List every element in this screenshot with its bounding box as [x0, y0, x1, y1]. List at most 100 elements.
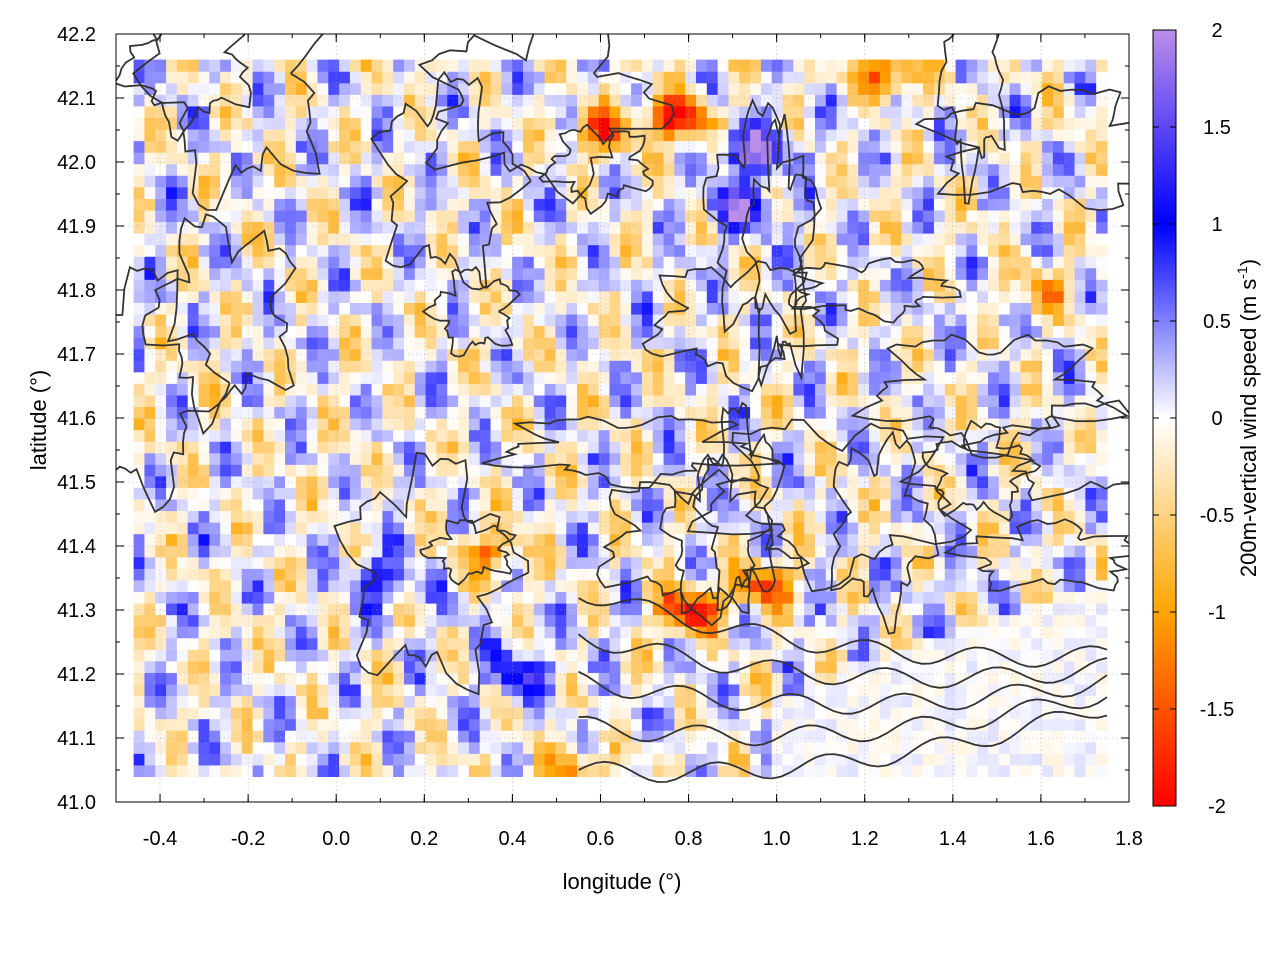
heatmap-cell — [955, 267, 967, 280]
heatmap-cell — [825, 753, 838, 766]
heatmap-cell — [879, 221, 892, 234]
heatmap-cell — [501, 660, 513, 673]
heatmap-cell — [696, 152, 708, 165]
heatmap-cell — [512, 128, 524, 142]
heatmap-cell — [241, 498, 254, 512]
heatmap-cell — [209, 522, 221, 535]
heatmap-cell — [955, 325, 967, 338]
heatmap-cell — [339, 522, 351, 535]
heatmap-cell — [804, 383, 816, 396]
heatmap-cell — [609, 394, 621, 408]
heatmap-cell — [187, 233, 200, 246]
heatmap-cell — [176, 487, 189, 500]
heatmap-cell — [912, 464, 924, 477]
heatmap-cell — [696, 545, 708, 558]
heatmap-cell — [577, 198, 589, 211]
heatmap-cell — [750, 429, 762, 442]
heatmap-cell — [458, 660, 470, 673]
heatmap-cell — [998, 637, 1011, 650]
heatmap-cell — [933, 313, 946, 327]
heatmap-cell — [349, 325, 362, 338]
heatmap-cell — [187, 695, 200, 708]
heatmap-cell — [869, 764, 881, 777]
heatmap-cell — [295, 545, 308, 558]
heatmap-cell — [371, 244, 383, 257]
heatmap-cell — [728, 718, 740, 731]
heatmap-cell — [771, 406, 784, 419]
heatmap-cell — [447, 522, 459, 535]
heatmap-cell — [360, 406, 373, 419]
heatmap-cell — [717, 498, 730, 512]
heatmap-cell — [414, 256, 427, 269]
heatmap-cell — [836, 152, 849, 165]
heatmap-cell — [912, 383, 924, 396]
heatmap-cell — [641, 267, 654, 280]
heatmap-cell — [598, 637, 611, 650]
heatmap-cell — [436, 568, 448, 581]
heatmap-cell — [382, 695, 394, 708]
heatmap-cell — [360, 487, 373, 500]
heatmap-cell — [620, 360, 632, 373]
heatmap-cell — [890, 602, 903, 616]
heatmap-cell — [155, 394, 167, 408]
heatmap-cell — [587, 568, 600, 581]
heatmap-cell — [1042, 233, 1054, 246]
heatmap-cell — [414, 487, 427, 500]
heatmap-cell — [1063, 418, 1076, 431]
heatmap-cell — [587, 256, 600, 269]
heatmap-cell — [587, 128, 600, 142]
heatmap-cell — [955, 753, 967, 766]
heatmap-cell — [522, 394, 535, 408]
heatmap-cell — [804, 522, 816, 535]
heatmap-cell — [879, 695, 892, 708]
heatmap-cell — [793, 556, 805, 569]
heatmap-cell — [1020, 186, 1032, 199]
heatmap-cell — [814, 140, 827, 153]
heatmap-cell — [760, 406, 773, 419]
heatmap-cell — [155, 764, 167, 777]
heatmap-cell — [144, 209, 156, 223]
heatmap-cell — [879, 637, 892, 650]
heatmap-cell — [533, 730, 546, 743]
heatmap-cell — [133, 545, 146, 558]
heatmap-cell — [620, 637, 632, 650]
heatmap-cell — [414, 186, 427, 199]
heatmap-cell — [220, 244, 232, 257]
heatmap-cell — [317, 337, 329, 350]
heatmap-cell — [804, 256, 816, 269]
heatmap-cell — [988, 741, 1000, 754]
heatmap-cell — [382, 533, 394, 546]
heatmap-cell — [804, 337, 816, 350]
heatmap-cell — [285, 660, 297, 673]
heatmap-cell — [652, 556, 665, 569]
heatmap-cell — [339, 163, 351, 176]
heatmap-cell — [728, 614, 740, 627]
heatmap-cell — [522, 383, 535, 396]
heatmap-cell — [144, 383, 156, 396]
heatmap-cell — [371, 568, 383, 581]
heatmap-cell — [641, 649, 654, 662]
heatmap-cell — [555, 637, 567, 650]
heatmap-cell — [1074, 429, 1086, 442]
heatmap-cell — [425, 764, 438, 777]
heatmap-cell — [230, 556, 243, 569]
heatmap-cell — [1009, 452, 1022, 465]
heatmap-cell — [566, 498, 578, 512]
heatmap-cell — [436, 152, 448, 165]
heatmap-cell — [966, 371, 978, 384]
heatmap-cell — [1042, 522, 1054, 535]
heatmap-cell — [220, 186, 232, 199]
heatmap-cell — [1031, 718, 1043, 731]
heatmap-cell — [436, 637, 448, 650]
heatmap-cell — [479, 233, 492, 246]
heatmap-cell — [133, 256, 146, 269]
heatmap-cell — [890, 591, 903, 604]
heatmap-cell — [382, 614, 394, 627]
heatmap-cell — [988, 337, 1000, 350]
heatmap-cell — [425, 510, 438, 523]
heatmap-cell — [696, 556, 708, 569]
heatmap-cell — [847, 741, 859, 754]
heatmap-cell — [944, 383, 957, 396]
heatmap-cell — [414, 510, 427, 523]
heatmap-cell — [339, 579, 351, 593]
